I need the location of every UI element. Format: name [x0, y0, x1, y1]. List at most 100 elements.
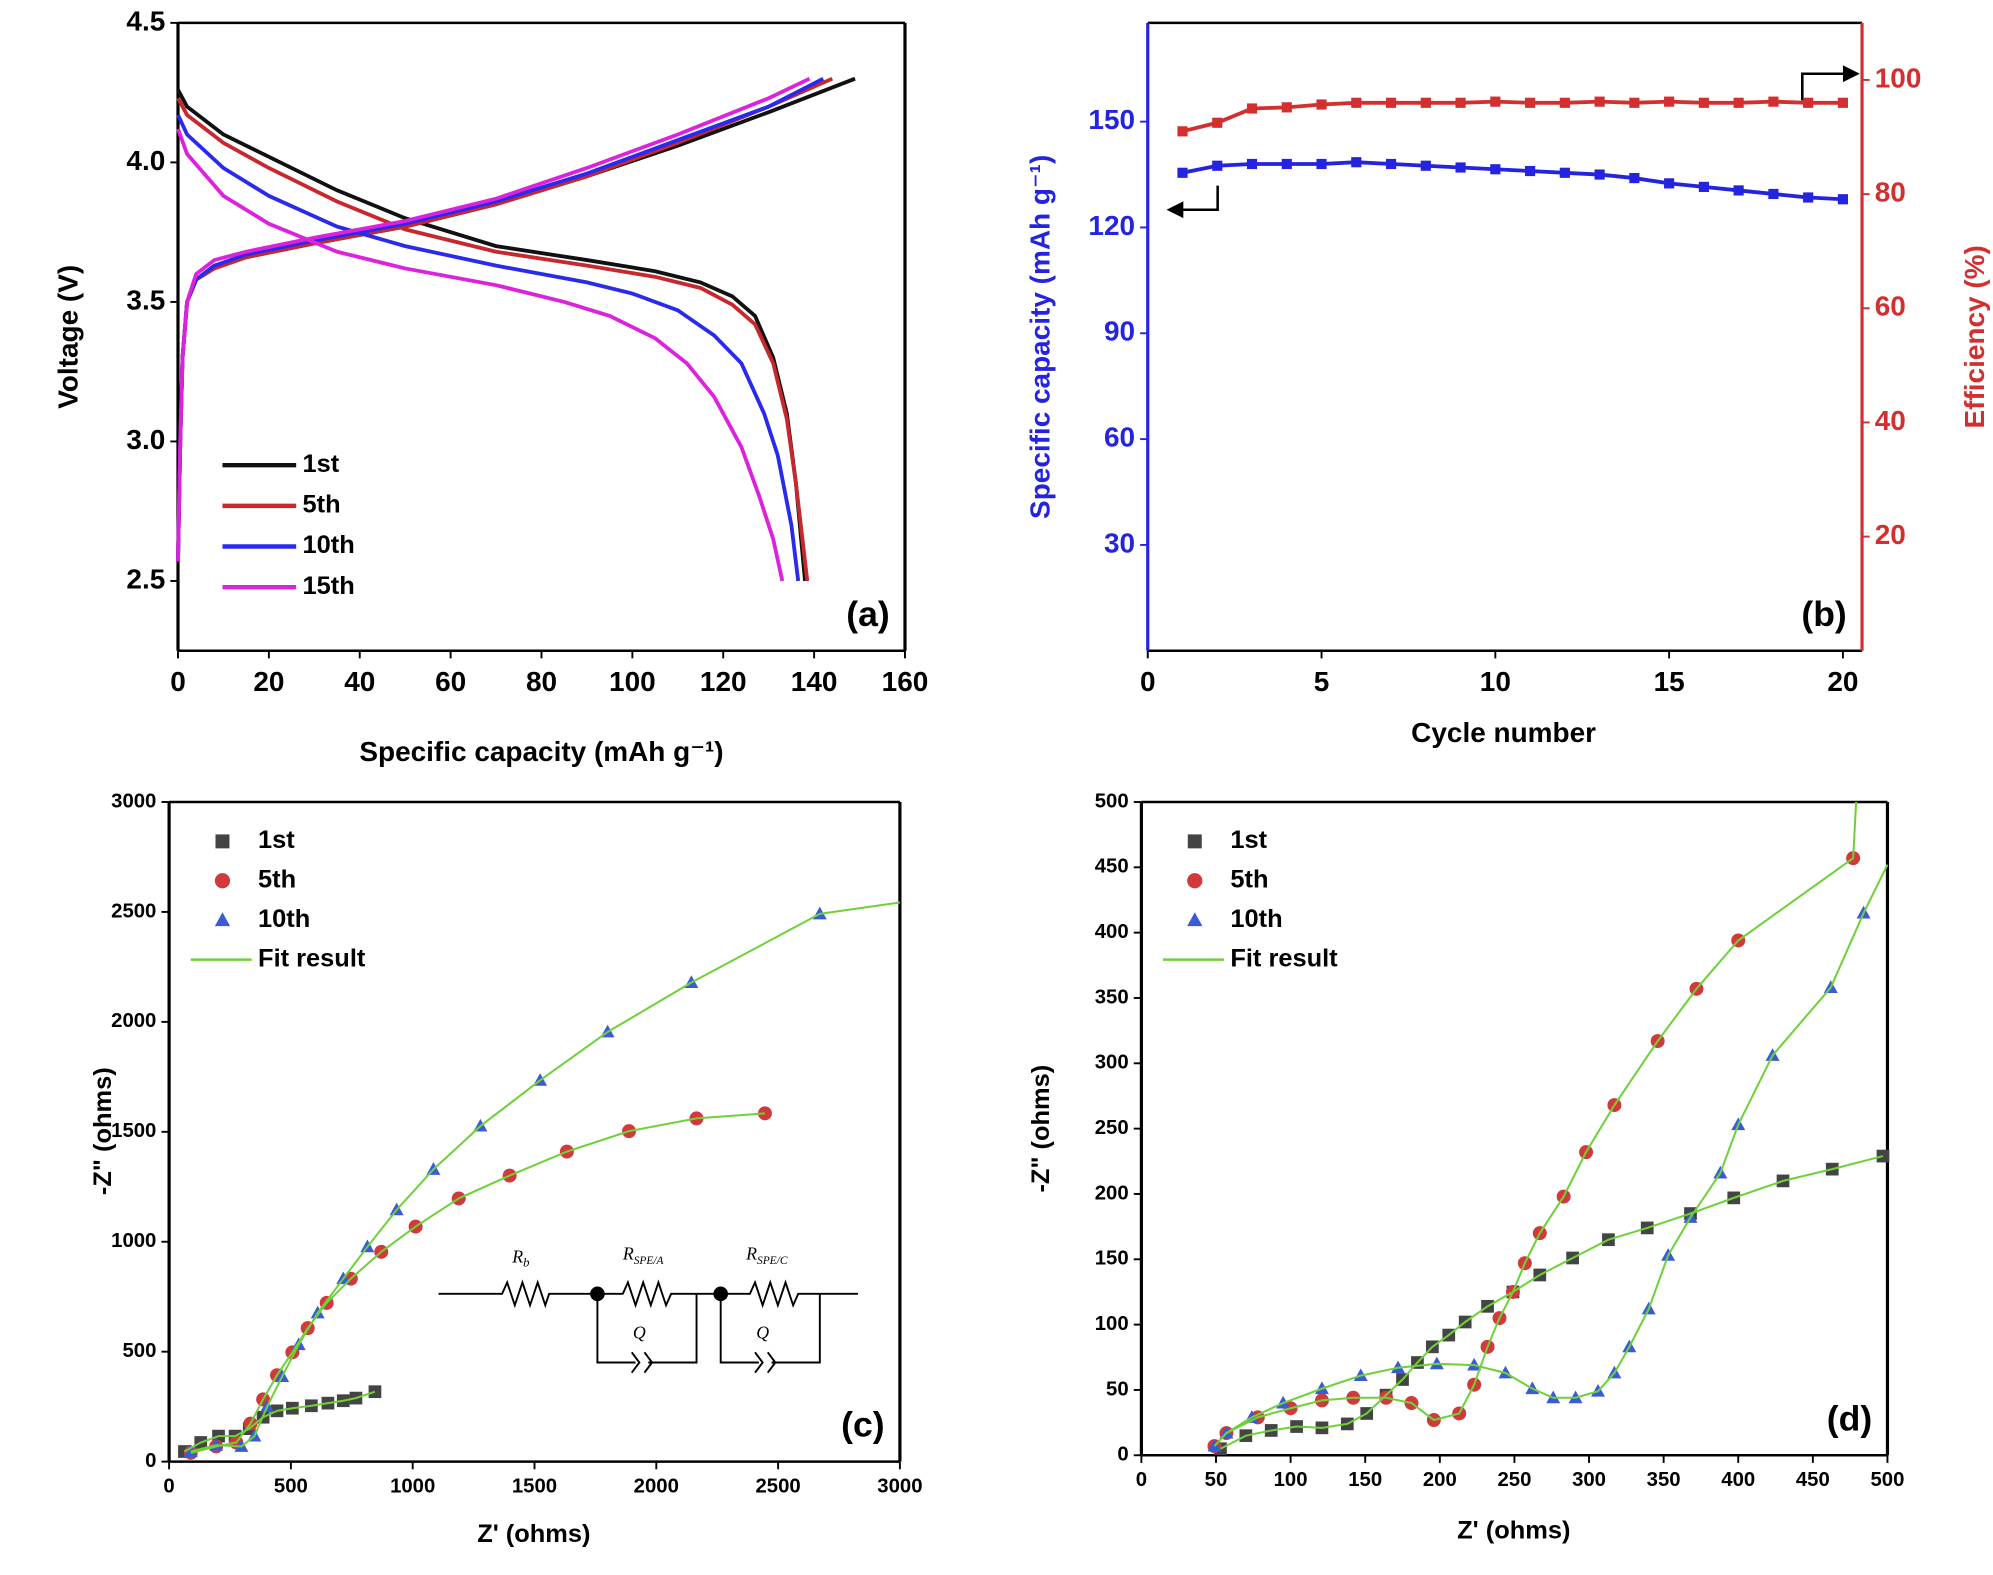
- marker: [1351, 97, 1362, 108]
- marker: [1768, 96, 1779, 107]
- y-tick-label: 350: [1095, 986, 1129, 1008]
- marker: [1490, 96, 1501, 107]
- circuit-wire: [596, 1293, 698, 1364]
- circuit-label: Q: [633, 1323, 646, 1343]
- legend-label: 1st: [303, 450, 340, 478]
- legend-label: 1st: [258, 826, 295, 854]
- y-tick-label: 0: [1117, 1444, 1128, 1466]
- marker: [1559, 167, 1570, 178]
- circuit-label: RSPE/A: [622, 1244, 665, 1267]
- x-tick-label: 100: [1274, 1469, 1308, 1491]
- y2-tick-label: 20: [1875, 519, 1906, 550]
- x-tick-label: 60: [435, 666, 466, 697]
- marker: [1837, 97, 1849, 108]
- y-tick-label: 30: [1104, 527, 1135, 558]
- x-tick-label: 20: [1827, 666, 1858, 697]
- x-tick-label: 500: [1870, 1469, 1904, 1491]
- y-axis-label: Specific capacity (mAh g⁻¹): [1025, 155, 1056, 519]
- y-tick-label: 300: [1095, 1052, 1129, 1074]
- label-sub: SPE/C: [757, 1254, 788, 1266]
- marker: [1212, 117, 1223, 128]
- y-tick-label: 3.5: [126, 284, 165, 315]
- x-tick-label: 40: [344, 666, 375, 697]
- x-tick-label: 15: [1654, 666, 1685, 697]
- y-tick-label: 0: [145, 1450, 156, 1472]
- x-tick-label: 500: [274, 1475, 308, 1497]
- y2-tick-label: 60: [1875, 291, 1906, 322]
- marker: [1629, 97, 1640, 108]
- y-tick-label: 4.0: [126, 145, 165, 176]
- legend-label: 5th: [258, 866, 296, 894]
- panel-label: (a): [846, 594, 889, 634]
- circuit-label: Q: [756, 1323, 769, 1343]
- marker: [1698, 97, 1709, 108]
- y-tick-label: 4.5: [126, 5, 165, 36]
- circuit-wire: [719, 1293, 821, 1364]
- y-axis-label: -Z" (ohms): [89, 1067, 117, 1195]
- legend-label: 15th: [303, 572, 355, 600]
- x-tick-label: 2500: [755, 1475, 800, 1497]
- legend-label: 5th: [303, 491, 341, 519]
- label-main: R: [511, 1246, 523, 1266]
- marker: [1351, 157, 1362, 168]
- x-axis-label: Cycle number: [1411, 717, 1596, 748]
- x-tick-label: 120: [700, 666, 747, 697]
- arrow-right: [1801, 65, 1860, 101]
- y-tick-label: 500: [1095, 790, 1129, 812]
- y-tick-label: 150: [1088, 104, 1135, 135]
- x-tick-label: 0: [1136, 1469, 1147, 1491]
- cpe-symbol: [754, 1351, 777, 1374]
- marker: [1664, 178, 1675, 189]
- marker: [1420, 97, 1431, 108]
- label-main: R: [745, 1244, 757, 1264]
- y-axis-label: -Z" (ohms): [1027, 1065, 1055, 1193]
- arrow-head: [1842, 65, 1860, 83]
- marker: [1246, 103, 1258, 114]
- legend-label: Fit result: [258, 944, 366, 972]
- y-tick-label: 2500: [111, 900, 156, 922]
- y-tick-label: 3.0: [126, 424, 165, 455]
- y-tick-label: 1500: [111, 1120, 156, 1142]
- marker: [1187, 873, 1203, 889]
- marker: [215, 834, 230, 849]
- label-sub: b: [523, 1255, 529, 1269]
- legend-label: 10th: [303, 531, 355, 559]
- marker: [1837, 194, 1849, 205]
- series-line: [176, 76, 811, 582]
- x-tick-label: 20: [253, 666, 284, 697]
- marker: [1559, 97, 1570, 108]
- y-tick-label: 3000: [111, 790, 156, 812]
- marker: [1490, 164, 1501, 175]
- marker: [1768, 188, 1779, 200]
- arrow-head: [1166, 201, 1184, 219]
- x-tick-label: 400: [1721, 1469, 1755, 1491]
- x-tick-label: 1500: [512, 1475, 557, 1497]
- x-tick-label: 250: [1497, 1469, 1531, 1491]
- legend-label: Fit result: [1230, 944, 1338, 972]
- series-line: [1182, 99, 1843, 134]
- marker: [1525, 97, 1536, 108]
- x-axis-label: Z' (ohms): [477, 1520, 590, 1548]
- x-tick-label: 0: [170, 666, 186, 697]
- y2-tick-label: 80: [1875, 177, 1906, 208]
- arrow-left: [1166, 185, 1219, 219]
- marker: [1177, 126, 1188, 137]
- circuit-label: RSPE/C: [745, 1244, 788, 1267]
- y-tick-label: 1000: [111, 1230, 156, 1252]
- y-tick-label: 2000: [111, 1010, 156, 1032]
- x-tick-label: 80: [526, 666, 557, 697]
- marker: [1212, 160, 1223, 171]
- y-tick-label: 60: [1104, 421, 1135, 452]
- y-tick-label: 100: [1095, 1313, 1129, 1335]
- y2-tick-label: 100: [1875, 62, 1922, 93]
- y-axis-label: Voltage (V): [52, 265, 83, 409]
- marker: [1733, 185, 1744, 196]
- marker: [1177, 167, 1188, 178]
- marker: [1246, 158, 1258, 170]
- marker: [1733, 97, 1744, 108]
- marker: [1455, 162, 1466, 173]
- panel-label: (c): [841, 1405, 884, 1445]
- x-tick-label: 1000: [390, 1475, 435, 1497]
- x-tick-label: 160: [882, 666, 929, 697]
